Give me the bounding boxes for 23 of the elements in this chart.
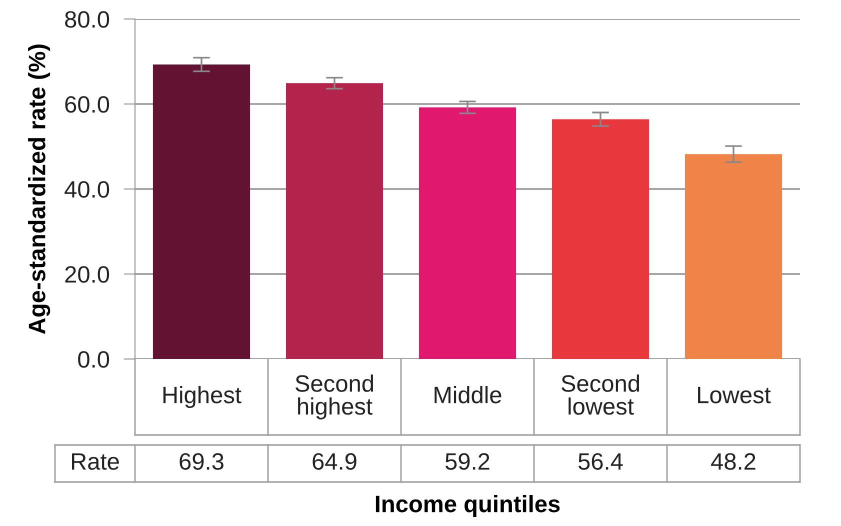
- y-axis-title: Age-standardized rate (%): [28, 44, 50, 334]
- y-tick-label: 40.0: [64, 181, 110, 198]
- bar: [684, 154, 782, 359]
- y-tick-label: 60.0: [65, 96, 110, 113]
- y-tick-label: 80.0: [65, 11, 110, 28]
- x-tick-label: Second lowest: [562, 374, 640, 415]
- x-tick-label: Second highest: [296, 374, 374, 420]
- bar: [152, 64, 250, 359]
- data-label: 69.3: [180, 453, 224, 470]
- data-label: 56.4: [578, 453, 623, 470]
- y-tick-label: 20.0: [65, 266, 110, 283]
- x-tick-label: Highest: [163, 386, 242, 408]
- x-tick-label: Middle: [434, 386, 502, 404]
- x-axis-title: Income quintiles: [376, 495, 560, 518]
- text: Rate: [72, 453, 119, 470]
- x-tick-label: Lowest: [698, 386, 771, 404]
- data-label: 64.9: [312, 453, 356, 470]
- bar: [552, 119, 650, 359]
- y-tick-label: 0.0: [78, 351, 110, 368]
- data-label: 59.2: [445, 453, 490, 470]
- bar: [418, 107, 516, 359]
- bar: [286, 83, 384, 359]
- data-label: 48.2: [711, 453, 756, 470]
